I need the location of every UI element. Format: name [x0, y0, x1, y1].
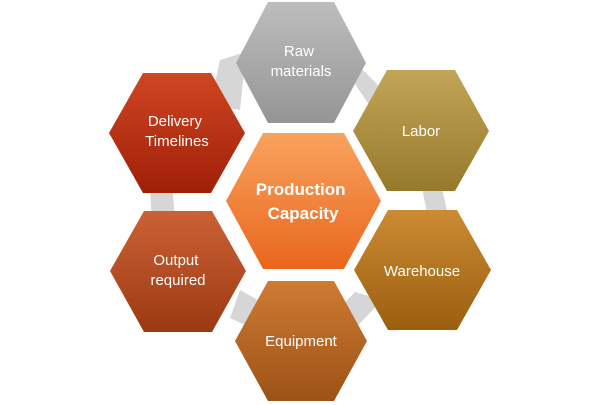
- center-label-line2: Capacity: [268, 204, 339, 223]
- hex-raw-materials: Raw materials: [236, 2, 366, 123]
- svg-text:Labor: Labor: [402, 123, 440, 140]
- svg-text:Raw materials: Raw materials: [271, 43, 332, 80]
- svg-text:Delivery Timelines: Delivery Timelines: [145, 113, 209, 150]
- warehouse-label: Warehouse: [384, 263, 460, 280]
- raw-materials-label-line1: Raw: [284, 43, 314, 60]
- hex-warehouse: Warehouse: [354, 210, 491, 330]
- delivery-timelines-label-line1: Delivery: [148, 113, 203, 130]
- hex-production-capacity-shape: [226, 133, 381, 269]
- center-label-line1: Production: [256, 180, 346, 199]
- hex-equipment: Equipment: [235, 281, 367, 401]
- hex-warehouse-shape: [354, 210, 491, 330]
- hex-equipment-shape: [235, 281, 367, 401]
- equipment-label: Equipment: [265, 333, 338, 350]
- hex-production-capacity: Production Capacity: [226, 133, 381, 269]
- hex-delivery-timelines: Delivery Timelines: [109, 73, 245, 193]
- hex-labor-shape: [353, 70, 489, 191]
- hex-output-required-shape: [110, 211, 246, 332]
- svg-text:Output required: Output required: [150, 252, 205, 289]
- delivery-timelines-label-line2: Timelines: [145, 133, 209, 150]
- svg-text:Equipment: Equipment: [265, 333, 338, 350]
- hex-delivery-timelines-shape: [109, 73, 245, 193]
- hex-labor: Labor: [353, 70, 489, 191]
- raw-materials-label-line2: materials: [271, 63, 332, 80]
- labor-label: Labor: [402, 123, 440, 140]
- output-required-label-line1: Output: [153, 252, 199, 269]
- hex-output-required: Output required: [110, 211, 246, 332]
- svg-text:Warehouse: Warehouse: [384, 263, 460, 280]
- output-required-label-line2: required: [150, 272, 205, 289]
- hex-raw-materials-shape: [236, 2, 366, 123]
- svg-text:Production Capacity: Production Capacity: [256, 180, 350, 223]
